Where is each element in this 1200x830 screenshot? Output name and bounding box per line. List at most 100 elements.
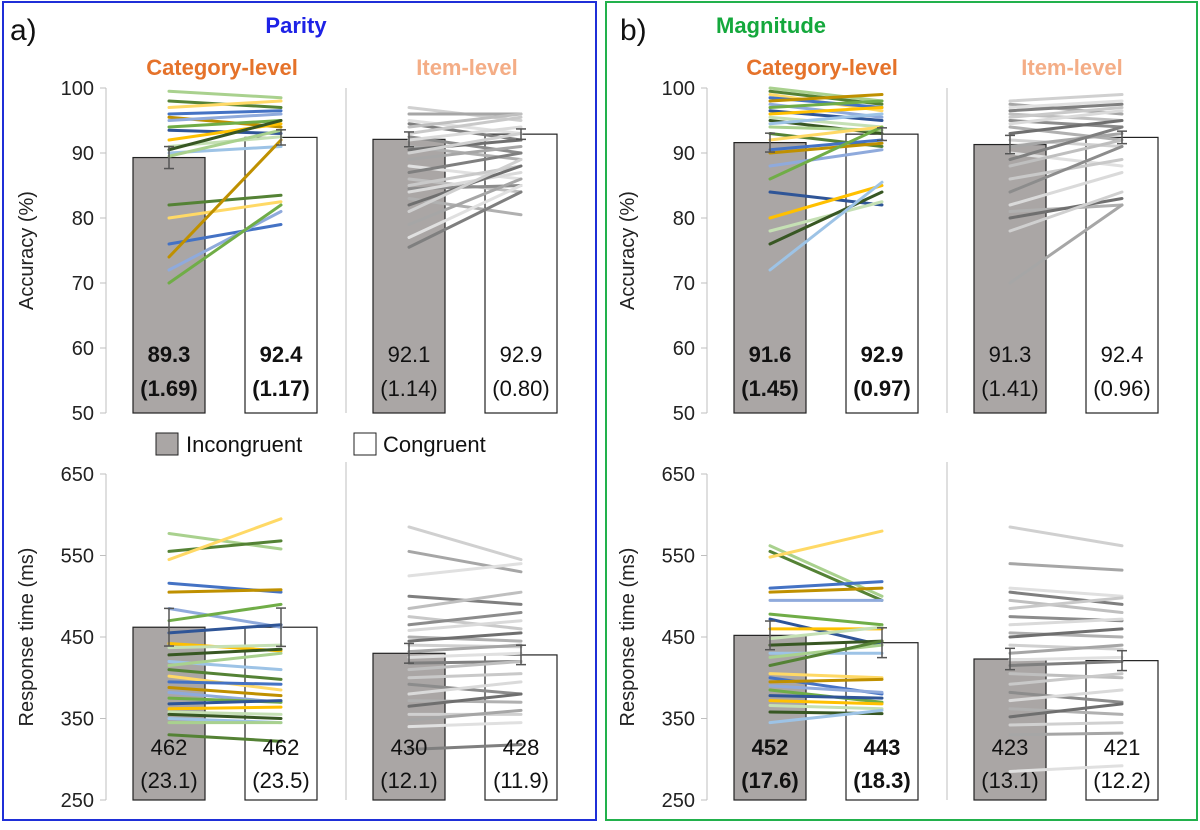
participant-line (768, 625, 884, 641)
mean-value-label: 452 (752, 735, 789, 760)
participant-line (768, 643, 884, 659)
participant-line (1008, 702, 1124, 719)
participant-line (1008, 190, 1124, 233)
participant-line (1008, 125, 1124, 161)
participant-line (1008, 643, 1124, 651)
participant-line (768, 580, 884, 590)
participant-line (407, 151, 523, 174)
participant-line (167, 517, 283, 562)
participant-line (768, 180, 884, 272)
participant-line (1008, 659, 1124, 668)
participant-line (167, 99, 283, 109)
participant-line (1008, 171, 1124, 207)
congruent-bar (1085, 136, 1159, 414)
error-bar (765, 620, 775, 651)
participant-line (167, 651, 283, 668)
participant-line (167, 588, 283, 594)
y-tick-label: 60 (673, 338, 695, 360)
y-tick-label: 650 (61, 464, 94, 486)
error-bar (404, 642, 414, 664)
participant-line (768, 86, 884, 103)
participant-line (1008, 672, 1124, 680)
y-tick-label: 450 (662, 627, 695, 649)
error-bar (877, 127, 887, 142)
y-tick-label: 90 (72, 143, 94, 165)
error-bar (765, 132, 775, 153)
participant-line (1008, 627, 1124, 639)
participant-line (1008, 562, 1124, 572)
mean-value-label: 92.9 (500, 342, 543, 367)
participant-line (768, 184, 884, 220)
error-bar (276, 129, 286, 146)
participant-line (1008, 586, 1124, 598)
congruent-bar (845, 133, 919, 414)
participant-line (407, 619, 523, 632)
se-value-label: (12.2) (1093, 768, 1150, 793)
participant-line (768, 93, 884, 103)
magnitude-panel-frame (605, 1, 1198, 821)
se-value-label: (18.3) (853, 768, 910, 793)
participant-line (167, 699, 283, 706)
participant-line (1008, 631, 1124, 639)
parity-item-level-header: Item-level (416, 55, 518, 80)
se-value-label: (0.96) (1093, 376, 1150, 401)
participant-line (768, 138, 884, 152)
participant-line (1008, 93, 1124, 103)
se-value-label: (1.41) (981, 376, 1038, 401)
participant-line (768, 684, 884, 694)
error-bar (1117, 130, 1127, 145)
participant-line (1008, 731, 1124, 737)
participant-line (768, 549, 884, 602)
participant-line (167, 89, 283, 100)
participant-line (407, 562, 523, 578)
panel-a-letter: a) (10, 14, 37, 47)
se-value-label: (1.45) (741, 376, 798, 401)
participant-line (768, 190, 884, 246)
participant-line (167, 643, 283, 650)
se-value-label: (17.6) (741, 768, 798, 793)
participant-line (167, 686, 283, 698)
participant-line (1008, 643, 1124, 655)
participant-line (768, 708, 884, 725)
participant-line (768, 112, 884, 126)
participant-line (167, 539, 283, 553)
participant-line (1008, 590, 1124, 606)
participant-line (407, 177, 523, 226)
participant-line (1008, 203, 1124, 285)
se-value-label: (23.5) (252, 768, 309, 793)
participant-line (768, 125, 884, 142)
incongruent-bar (733, 142, 807, 414)
error-bar (404, 131, 414, 148)
participant-line (407, 680, 523, 696)
participant-line (768, 190, 884, 207)
participant-line (1008, 132, 1124, 148)
mean-value-label: 428 (503, 735, 540, 760)
mean-value-label: 430 (391, 735, 428, 760)
magnitude-category-accuracy-chart: 50 60 70 80 90 100 Accuracy (%) 91.6 (1.45) 92.9 (… (617, 78, 919, 425)
participant-line (167, 119, 283, 152)
se-value-label: (23.1) (140, 768, 197, 793)
y-axis-label: Response time (ms) (617, 548, 639, 727)
parity-item-rt-chart: 430 (12.1) 428 (11.9) (345, 462, 558, 801)
participant-line (167, 119, 283, 129)
magnitude-title: Magnitude (716, 13, 826, 38)
participant-line (768, 694, 884, 700)
participant-line (768, 99, 884, 109)
magnitude-category-level-header: Category-level (746, 55, 898, 80)
participant-line (768, 699, 884, 706)
participant-line (167, 210, 283, 272)
participant-line (407, 615, 523, 631)
participant-line (1008, 617, 1124, 627)
participant-line (1008, 655, 1124, 662)
magnitude-item-accuracy-chart: 91.3 (1.41) 92.4 (0.96) (946, 88, 1159, 414)
participant-line (167, 733, 283, 743)
participant-line (768, 639, 884, 647)
participant-line (1008, 102, 1124, 113)
y-tick-label: 50 (673, 403, 695, 425)
magnitude-category-rt-chart: 250 350 450 550 650 Response time (ms) 452 (17.… (617, 464, 919, 812)
y-tick-label: 100 (662, 78, 695, 100)
participant-line (167, 128, 283, 158)
participant-line (407, 171, 523, 194)
participant-line (1008, 109, 1124, 126)
